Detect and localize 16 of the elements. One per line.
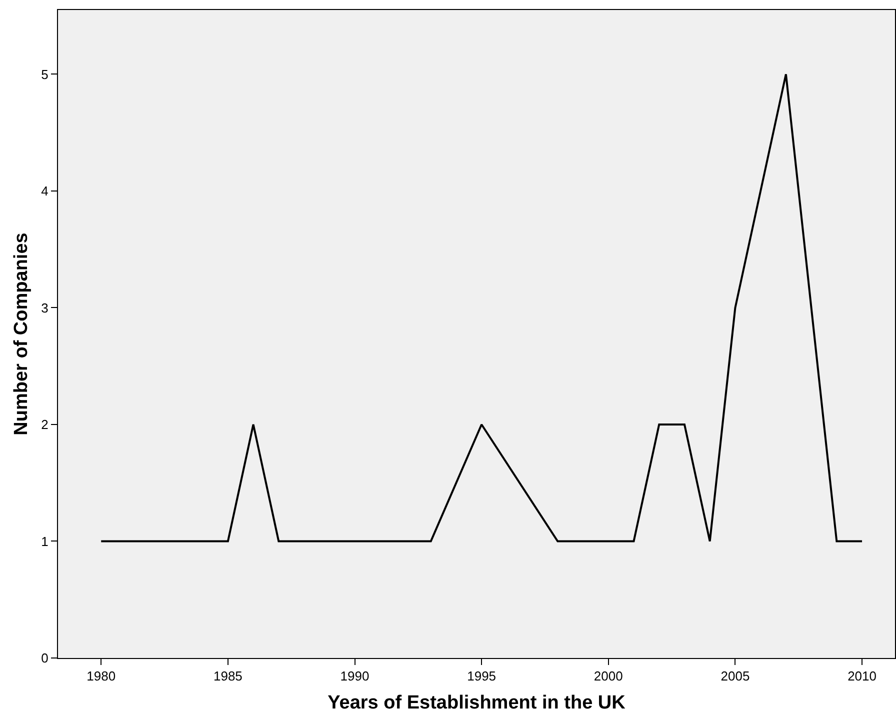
y-axis-title: Number of Companies [11, 232, 32, 436]
y-tick-label: 5 [41, 66, 48, 82]
x-axis-title: Years of Establishment in the UK [328, 692, 626, 714]
line-series [100, 73, 864, 542]
x-tick-label: 2000 [594, 668, 623, 684]
y-tick-label: 3 [41, 300, 48, 316]
x-tick-label: 1980 [86, 668, 116, 684]
y-tick-label: 2 [41, 417, 48, 432]
x-tick-label: 2005 [720, 668, 750, 684]
y-tick-label: 4 [41, 184, 48, 199]
x-tick-label: 1995 [467, 668, 496, 684]
x-tick-label: 2010 [848, 668, 876, 684]
y-tick-label: 1 [41, 534, 48, 549]
x-tick-label: 1990 [340, 668, 370, 684]
x-tick-label: 1985 [213, 668, 242, 684]
y-tick-label: 0 [41, 650, 48, 666]
